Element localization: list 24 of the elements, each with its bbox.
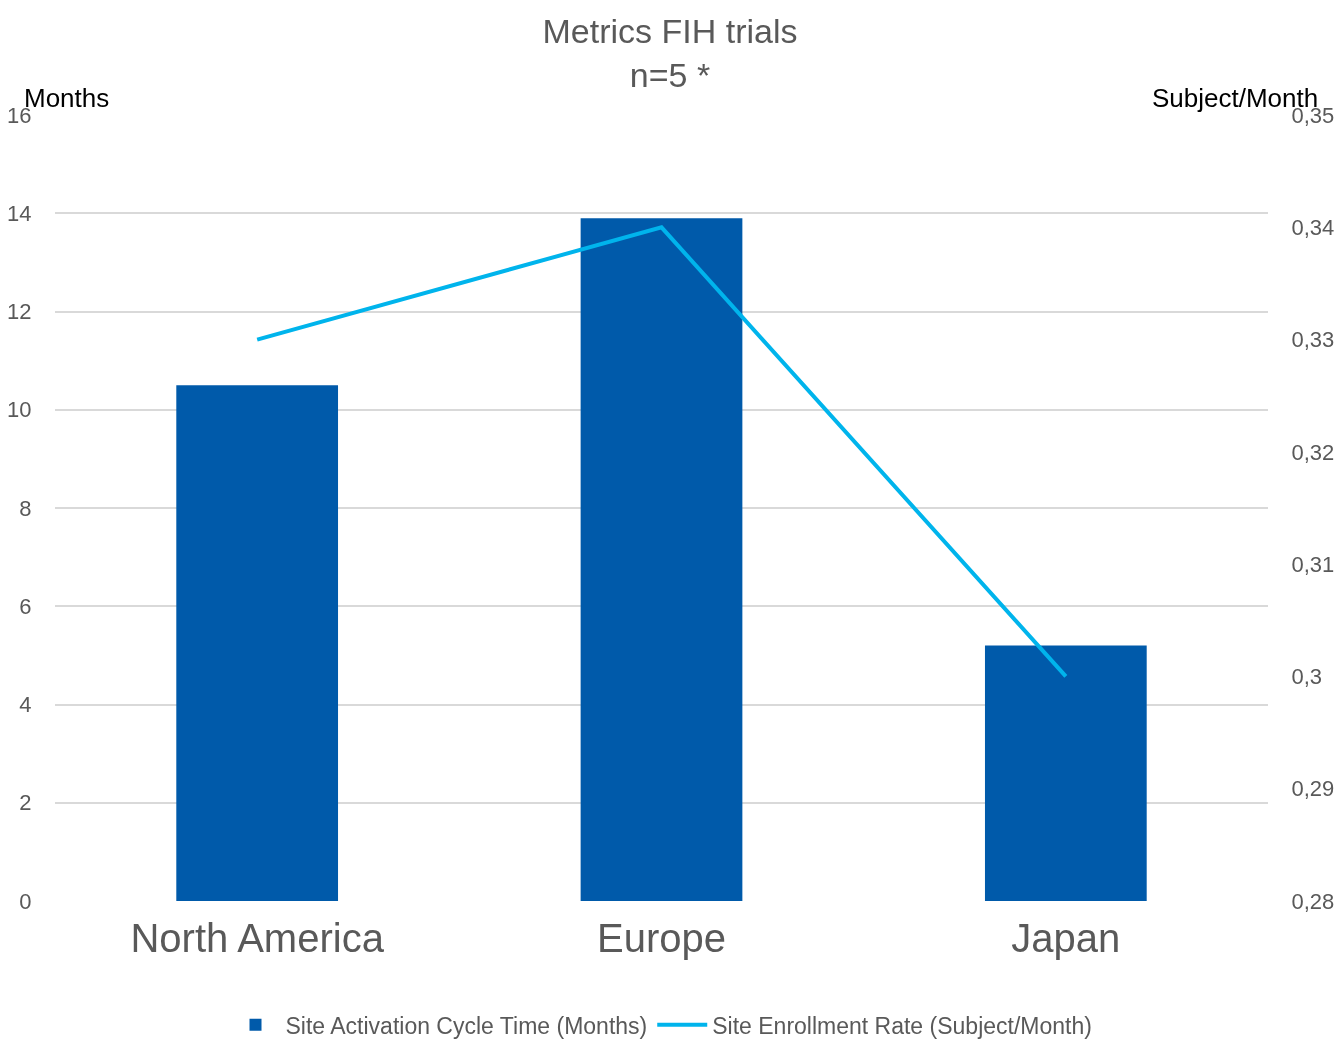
y-tick-label: 2 <box>19 790 32 816</box>
x-tick-label: Europe <box>597 916 726 960</box>
y-tick-label: 12 <box>7 299 32 325</box>
y-tick-label: 10 <box>7 397 32 423</box>
y-tick-label: 0 <box>19 888 32 914</box>
y-tick-label: 6 <box>19 593 32 619</box>
bar <box>984 645 1147 901</box>
legend-label: Site Activation Cycle Time (Months) <box>285 1012 648 1039</box>
y2-tick-label: 0,29 <box>1291 776 1335 802</box>
bar <box>176 385 339 901</box>
bar <box>580 218 743 901</box>
legend-label: Site Enrollment Rate (Subject/Month) <box>712 1012 1092 1039</box>
y-tick-label: 4 <box>19 692 32 718</box>
x-tick-label: North America <box>130 916 385 960</box>
y2-tick-label: 0,28 <box>1291 888 1335 914</box>
y2-tick-label: 0,31 <box>1291 551 1335 577</box>
x-tick-label: Japan <box>1011 916 1121 960</box>
y2-tick-label: 0,32 <box>1291 439 1335 465</box>
y2-tick-label: 0,3 <box>1291 664 1322 690</box>
y2-tick-label: 0,33 <box>1291 327 1335 353</box>
y2-tick-label: 0,34 <box>1291 214 1335 240</box>
y-tick-label: 8 <box>19 495 32 521</box>
y-tick-label: 14 <box>7 200 32 226</box>
chart-title: Metrics FIH trials n=5 * <box>542 11 798 94</box>
